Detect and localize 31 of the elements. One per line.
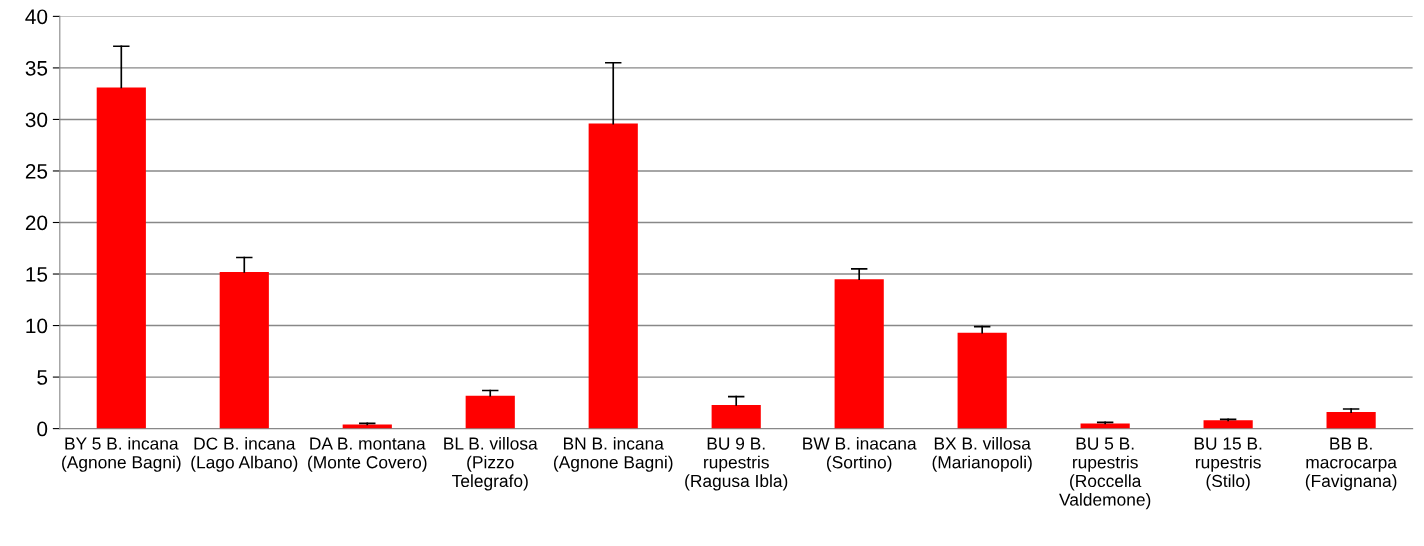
bar <box>588 123 638 429</box>
x-tick-label: BU 9 B. rupestris (Ragusa Ibla) <box>685 437 788 491</box>
bar <box>1326 412 1376 429</box>
bar <box>1080 423 1130 429</box>
bar <box>711 404 761 429</box>
x-tick-label: BN B. incana (Agnone Bagni) <box>553 436 673 472</box>
y-tick-label: 30 <box>25 112 48 128</box>
x-tick-label: BB B. macrocarpa (Favignana) <box>1305 437 1397 491</box>
bar <box>834 279 884 429</box>
x-tick-label: BW B. inacana (Sortino) <box>803 436 917 472</box>
x-tick-label: BL B. villosa (Pizzo Telegrafo) <box>444 436 538 491</box>
y-tick-label: 0 <box>37 421 48 437</box>
bar <box>1203 420 1253 429</box>
x-tick-label: BY 5 B. incana (Agnone Bagni) <box>62 436 181 472</box>
y-tick-label: 10 <box>26 318 48 334</box>
y-tick-label: 5 <box>37 370 48 385</box>
x-tick-label: DC B. incana (Lago Albano) <box>191 436 298 472</box>
bar <box>342 424 392 429</box>
y-tick-label: 40 <box>25 9 48 25</box>
x-tick-label: BX B. villosa (Marianopoli) <box>932 436 1032 472</box>
bar <box>957 332 1007 429</box>
y-tick-label: 25 <box>25 163 48 179</box>
y-tick-label: 15 <box>26 267 48 282</box>
bar <box>219 271 269 429</box>
x-tick-label: BU 5 B. rupestris (Roccella Valdemone) <box>1059 437 1151 510</box>
bar <box>96 87 146 429</box>
bar <box>465 395 515 429</box>
x-tick-label: BU 15 B. rupestris (Stilo) <box>1194 437 1262 491</box>
y-tick-label: 20 <box>25 215 48 231</box>
x-tick-label: DA B. montana (Monte Covero) <box>308 437 427 472</box>
y-tick-label: 35 <box>25 60 48 76</box>
